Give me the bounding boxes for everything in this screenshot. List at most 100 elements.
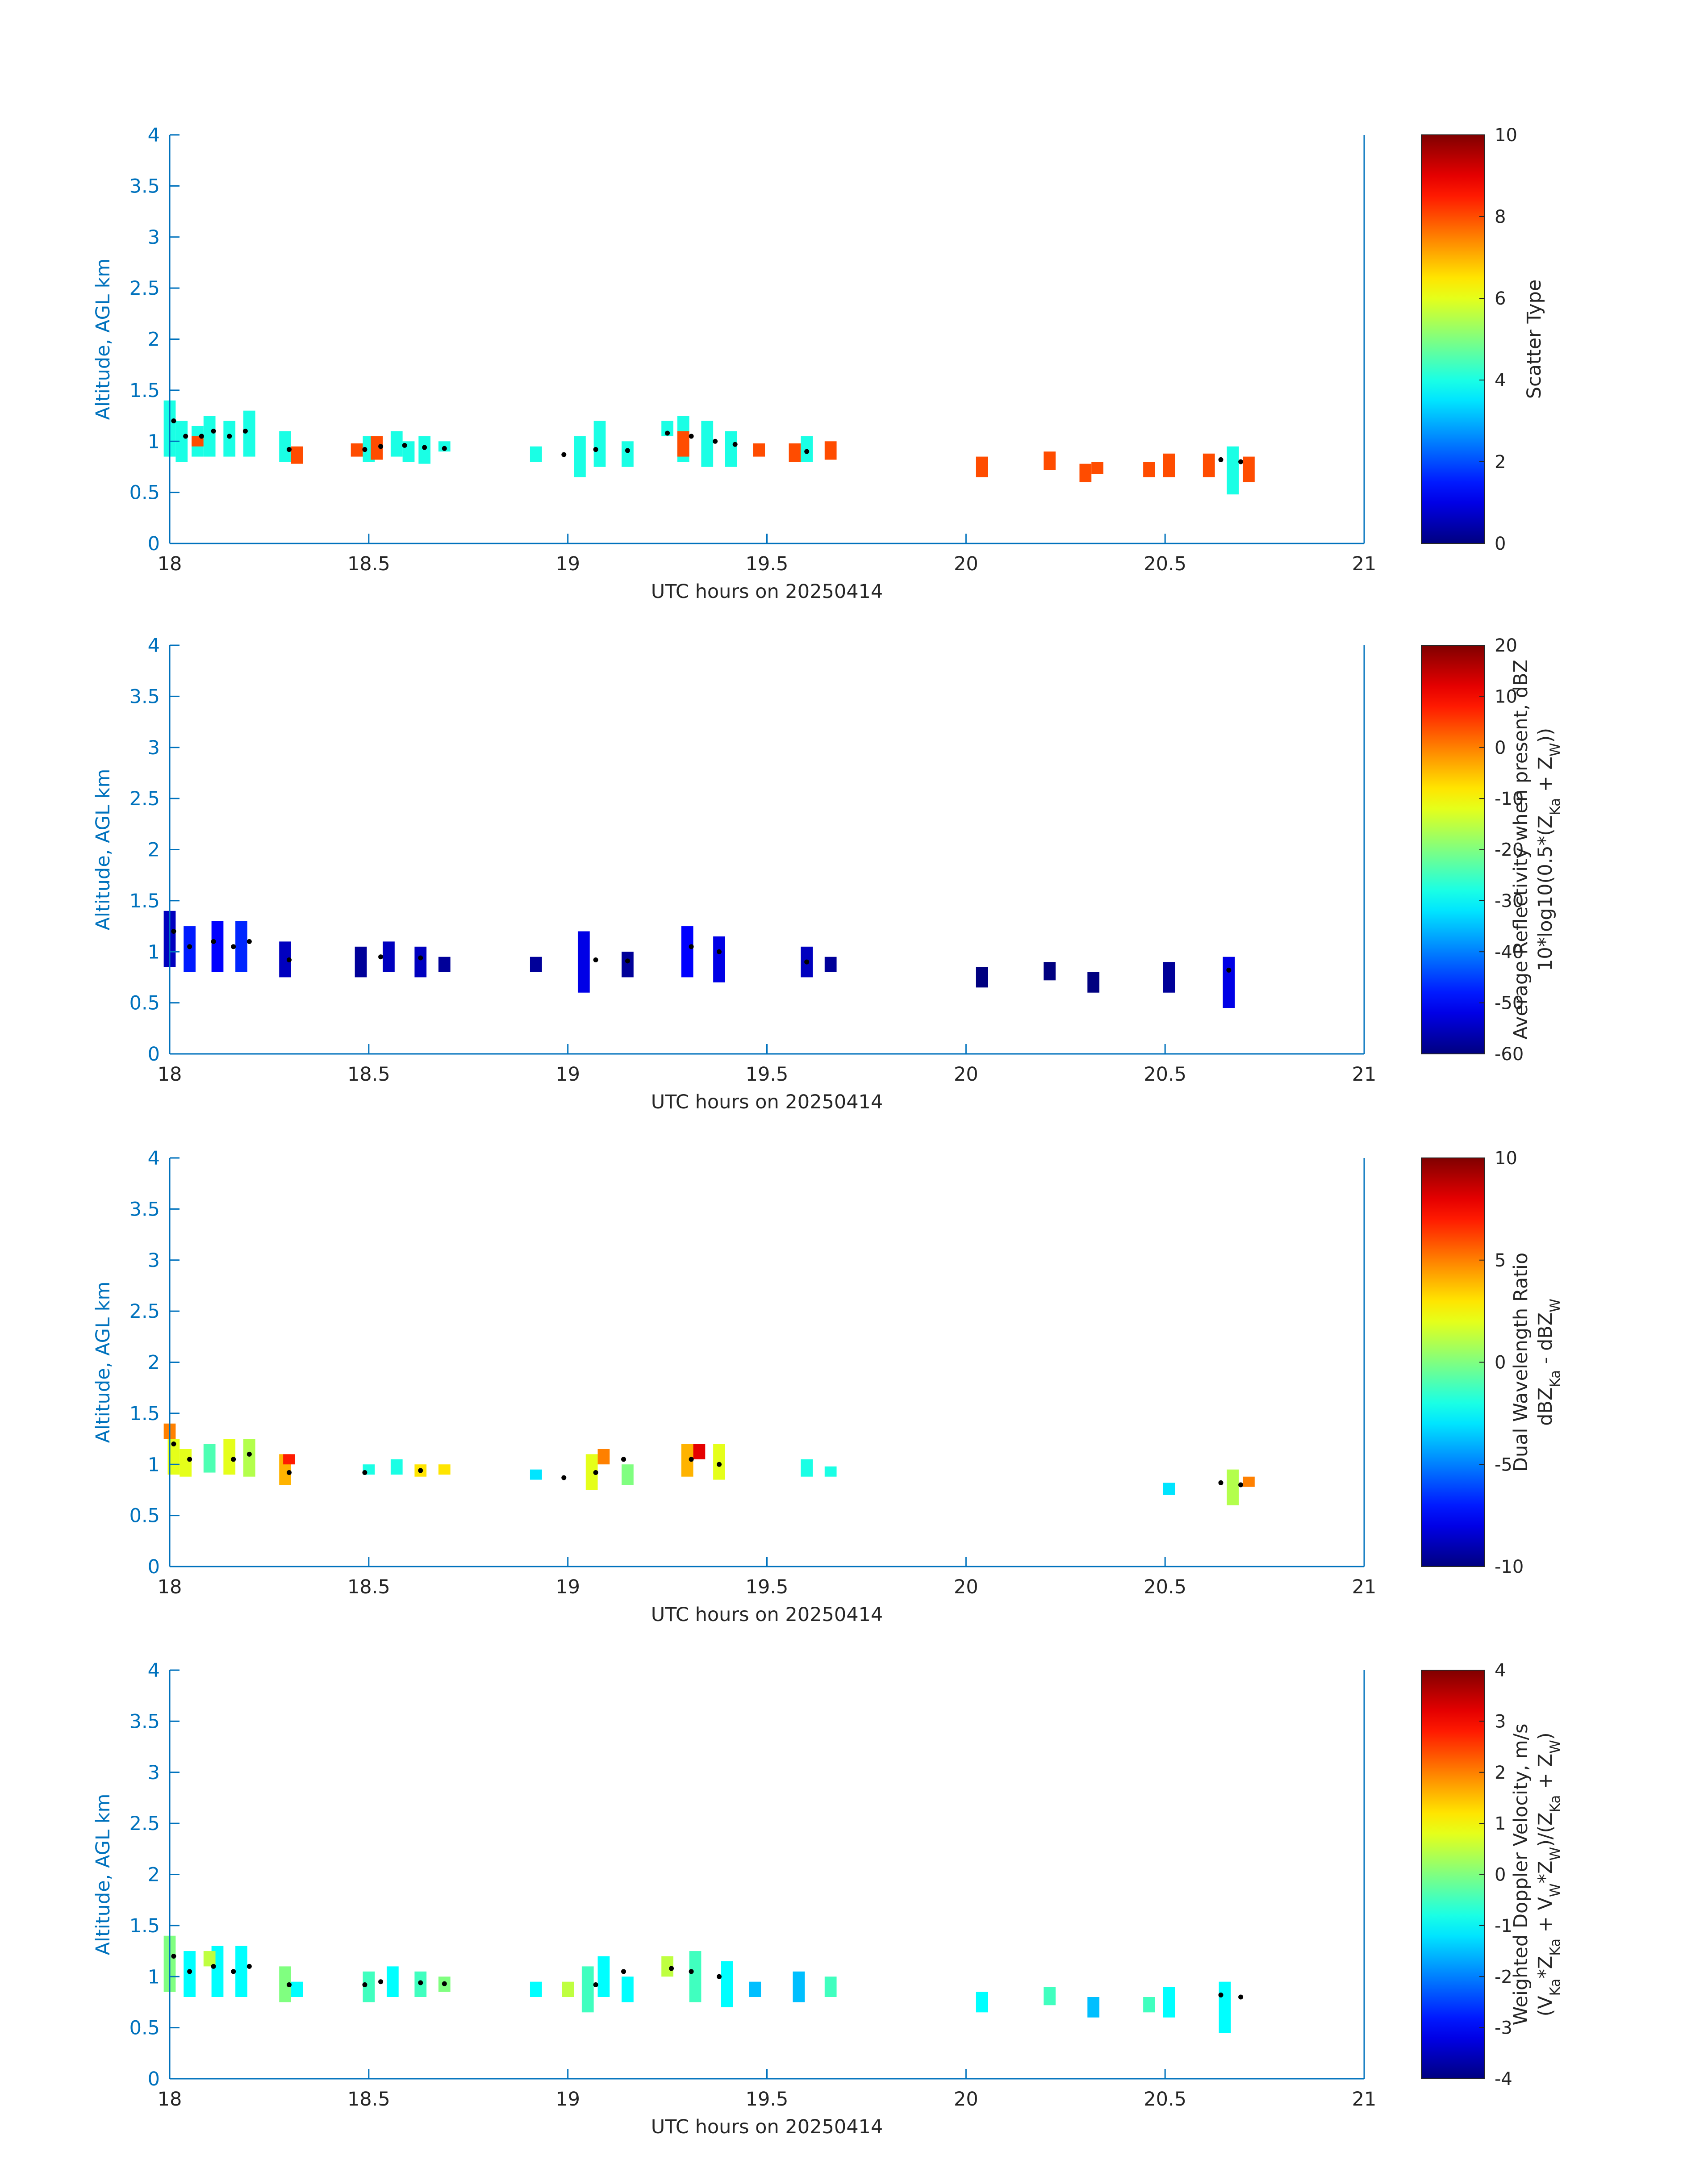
cloud-top-marker [689,434,694,439]
data-cell [383,941,395,972]
colorbar-tick-label: -50 [1495,993,1524,1014]
plot-area [170,1670,1364,2079]
colorbar-label: dBZKa - dBZW [1534,1299,1563,1426]
cloud-top-marker [362,1982,367,1988]
cloud-top-marker [171,929,176,934]
x-tick-label: 18.5 [347,1063,390,1086]
cloud-top-marker [418,1980,423,1985]
colorbar-gradient [1421,645,1485,1054]
data-cells [163,1935,1231,2033]
cloud-top-marker [171,1442,176,1446]
cloud-top-marker [246,1451,252,1457]
data-cell [1223,957,1235,1008]
y-tick-label: 1.5 [129,1403,160,1425]
cloud-top-marker [561,1475,567,1480]
colorbar-tick-label: 2 [1495,1763,1506,1783]
cloud-top-marker [171,1954,176,1959]
colorbar-gradient [1421,1670,1485,2079]
cloud-top-markers [171,929,1232,973]
colorbar-tick-label: -10 [1495,789,1524,809]
data-cell [390,1459,403,1475]
data-cell [801,1459,813,1477]
x-axis-label: UTC hours on 20250414 [651,2116,883,2138]
y-tick-label: 3 [148,1762,160,1784]
data-cell [789,443,801,462]
data-cell [713,1444,725,1480]
data-cell [235,1946,247,1997]
y-axis-label: Altitude, AGL km [92,259,114,420]
data-cell [721,1961,733,2007]
y-tick-label: 3.5 [129,1198,160,1220]
cloud-top-marker [713,439,718,444]
y-tick-label: 0 [148,2068,160,2090]
y-tick-label: 0.5 [129,1505,160,1527]
x-tick-label: 19.5 [746,1063,789,1086]
x-tick-label: 20 [954,1576,978,1598]
y-axis-label: Altitude, AGL km [92,1794,114,1956]
data-cell [581,1966,594,2013]
colorbar-tick-label: 10 [1495,125,1517,146]
colorbar-tick-label: 0 [1495,1353,1506,1373]
x-tick-label: 18.5 [347,553,390,575]
data-cell [622,441,634,467]
cloud-top-marker [246,939,252,944]
data-cell [223,1439,236,1475]
data-cell [418,436,431,464]
data-cell [976,967,988,988]
data-cell [386,1966,399,1997]
cloud-top-marker [689,944,694,949]
y-tick-label: 0.5 [129,992,160,1015]
cloud-top-marker [287,447,292,452]
data-cell [438,1464,451,1475]
data-cell [824,957,837,972]
x-axis-label: UTC hours on 20250414 [651,581,883,603]
cloud-top-marker [593,1982,598,1988]
cloud-top-marker [1238,1482,1244,1488]
data-cell [291,1981,303,1997]
cloud-top-marker [732,442,738,447]
data-cell [184,926,196,972]
colorbar-tick-label: 3 [1495,1711,1506,1732]
x-tick-label: 18.5 [347,1576,390,1598]
cloud-top-marker [418,955,423,961]
colorbar-tick-label: 0 [1495,738,1506,758]
cloud-top-marker [621,1457,626,1462]
colorbar-label: Weighted Doppler Velocity, m/s [1510,1724,1532,2026]
cloud-top-marker [246,1964,252,1969]
y-tick-label: 0.5 [129,2017,160,2039]
data-cell [1163,453,1175,477]
y-tick-label: 2.5 [129,788,160,810]
x-tick-label: 18 [158,553,182,575]
cloud-top-marker [183,434,188,439]
colorbar-label: Average Reflectivity when present, dBZ [1510,660,1532,1040]
data-cell [976,1992,988,2013]
data-cell [689,1951,702,2002]
cloud-top-marker [804,449,810,454]
x-tick-label: 19.5 [746,553,789,575]
data-cell [1243,456,1255,482]
cloud-top-marker [187,1457,192,1462]
y-tick-label: 2 [148,329,160,351]
y-tick-label: 4 [148,1147,160,1170]
x-tick-label: 19.5 [746,2088,789,2110]
data-cell [574,436,586,477]
cloud-top-marker [171,418,176,423]
y-tick-label: 0.5 [129,482,160,504]
data-cell [243,410,255,457]
cloud-top-marker [227,434,232,439]
data-cell [562,1981,574,1997]
colorbar-tick-label: -3 [1495,2018,1512,2039]
cloud-top-markers [171,1954,1244,2000]
y-tick-label: 2.5 [129,277,160,300]
x-tick-label: 20.5 [1144,1576,1186,1598]
cloud-top-marker [187,944,192,949]
y-tick-label: 2.5 [129,1300,160,1323]
data-cell [725,431,737,467]
cloud-top-marker [1218,457,1224,462]
cloud-top-marker [287,957,292,963]
x-axis-label: UTC hours on 20250414 [651,1091,883,1113]
colorbar-gradient [1421,1157,1485,1567]
